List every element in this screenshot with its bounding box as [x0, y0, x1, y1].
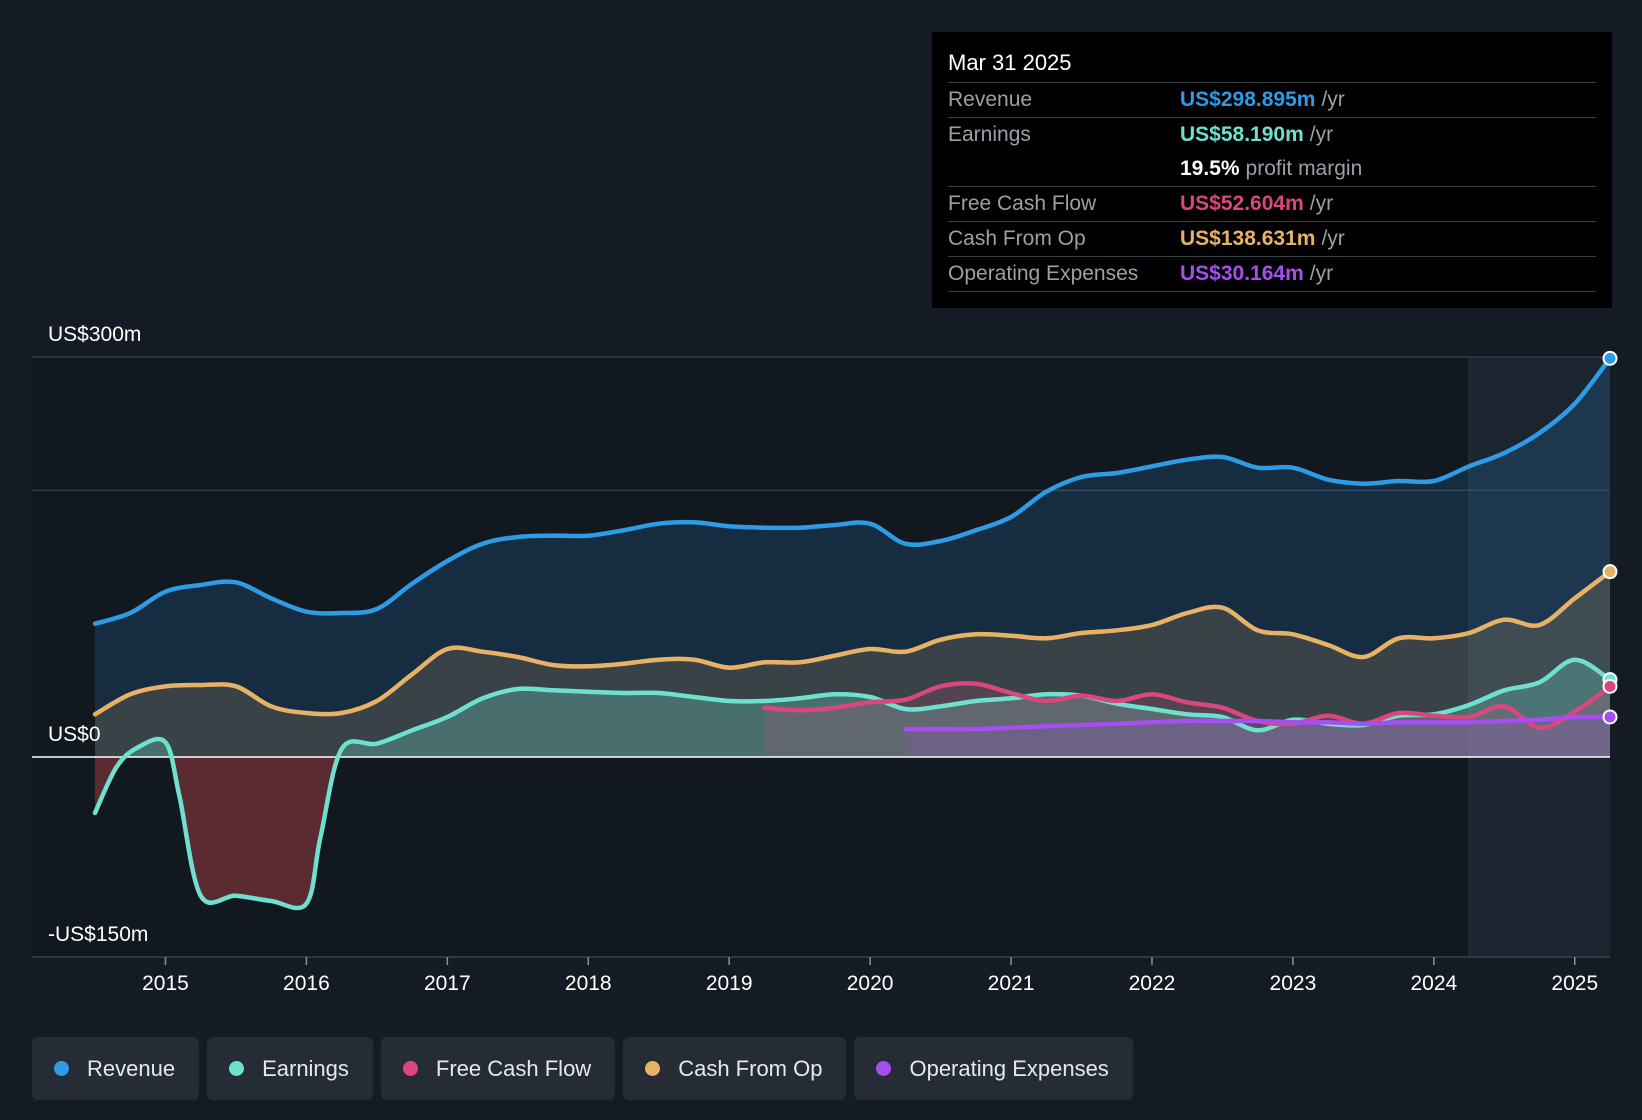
x-tick-label: 2025: [1551, 972, 1598, 995]
y-axis-label: US$0: [48, 723, 101, 746]
tooltip-unit: /yr: [1309, 123, 1334, 146]
tooltip-unit: /yr: [1321, 227, 1345, 250]
cash-from-op-line: [92, 569, 1613, 717]
free-cash-flow-line: [762, 681, 1613, 730]
legend-label: Operating Expenses: [909, 1055, 1109, 1081]
legend-dot-icon: [645, 1061, 661, 1076]
tooltip: Mar 31 2025 Revenue US$298.895m /yr Earn…: [932, 32, 1612, 308]
tooltip-row-profit-margin: 19.5% profit margin: [948, 152, 1596, 186]
y-axis-label: US$300m: [48, 323, 141, 346]
tooltip-label: Earnings: [948, 123, 1031, 146]
x-tick-label: 2016: [283, 972, 330, 995]
tooltip-label: Operating Expenses: [948, 262, 1139, 285]
earnings-negative-area: [95, 757, 1610, 908]
legend-dot-icon: [876, 1061, 892, 1076]
profit-margin-value: 19.5%: [1180, 157, 1240, 180]
operating-expenses-endpoint[interactable]: [1602, 709, 1618, 725]
x-tick-label: 2022: [1129, 972, 1176, 995]
tooltip-unit: /yr: [1309, 262, 1334, 285]
legend-label: Revenue: [87, 1055, 176, 1081]
tooltip-row-operating-expenses: Operating Expenses US$30.164m /yr: [948, 256, 1596, 292]
x-tick-label: 2024: [1410, 972, 1457, 995]
x-axis-ticks: 2015 2016 2017 2018 2019 2020 2021 2022 2023 2024…: [142, 957, 1598, 995]
legend-item-cash-from-op[interactable]: Cash From Op: [623, 1037, 847, 1100]
tooltip-value: US$138.631m: [1180, 227, 1316, 250]
legend-item-earnings[interactable]: Earnings: [207, 1037, 373, 1100]
series-endpoints[interactable]: [1602, 350, 1618, 725]
tooltip-row-cash-from-op: Cash From Op US$138.631m /yr: [948, 221, 1596, 256]
legend-item-operating-expenses[interactable]: Operating Expenses: [854, 1037, 1133, 1100]
x-tick-label: 2017: [424, 972, 471, 995]
cash-from-op-endpoint[interactable]: [1602, 564, 1618, 580]
tooltip-row-earnings: Earnings US$58.190m /yr: [948, 117, 1596, 152]
x-tick-label: 2015: [142, 972, 189, 995]
free-cash-flow-endpoint[interactable]: [1602, 678, 1618, 694]
tooltip-value: US$298.895m: [1180, 88, 1316, 111]
legend-label: Earnings: [262, 1055, 349, 1081]
tooltip-value: US$52.604m: [1180, 192, 1304, 215]
x-tick-label: 2021: [988, 972, 1035, 995]
chart: US$300m US$0 -US$150m 2015 2016 2017 2018 2019…: [32, 323, 1618, 995]
revenue-line: [92, 356, 1613, 626]
legend-label: Free Cash Flow: [435, 1055, 592, 1081]
gridlines: [32, 356, 1610, 491]
series-lines: [92, 356, 1613, 911]
tooltip-value: US$30.164m: [1180, 262, 1304, 285]
x-tick-label: 2019: [706, 972, 753, 995]
tooltip-label: Cash From Op: [948, 227, 1086, 250]
legend-dot-icon: [402, 1061, 418, 1076]
operating-expenses-line: [903, 714, 1613, 732]
x-tick-label: 2018: [565, 972, 612, 995]
revenue-area: [95, 358, 1610, 757]
legend-item-free-cash-flow[interactable]: Free Cash Flow: [380, 1037, 616, 1100]
tooltip-value: US$58.190m: [1180, 123, 1304, 146]
tooltip-label: Free Cash Flow: [948, 192, 1097, 215]
tooltip-date: Mar 31 2025: [948, 50, 1072, 75]
legend-dot-icon: [229, 1061, 245, 1076]
tooltip-unit: /yr: [1309, 192, 1334, 215]
tooltip-label: Revenue: [948, 88, 1033, 111]
x-tick-label: 2023: [1270, 972, 1317, 995]
y-axis-label: -US$150m: [48, 923, 148, 946]
profit-margin-label: profit margin: [1245, 157, 1363, 180]
tooltip-row-revenue: Revenue US$298.895m /yr: [948, 82, 1596, 117]
legend-label: Cash From Op: [678, 1055, 823, 1081]
legend-item-revenue[interactable]: Revenue: [32, 1037, 200, 1100]
legend-dot-icon: [54, 1061, 69, 1076]
revenue-endpoint[interactable]: [1602, 350, 1618, 366]
legend: Revenue Earnings Free Cash Flow Cash Fro…: [32, 1037, 1133, 1100]
x-tick-label: 2020: [847, 972, 894, 995]
tooltip-row-free-cash-flow: Free Cash Flow US$52.604m /yr: [948, 186, 1596, 221]
tooltip-unit: /yr: [1321, 88, 1345, 111]
y-axis-labels: US$300m US$0 -US$150m: [48, 323, 148, 946]
